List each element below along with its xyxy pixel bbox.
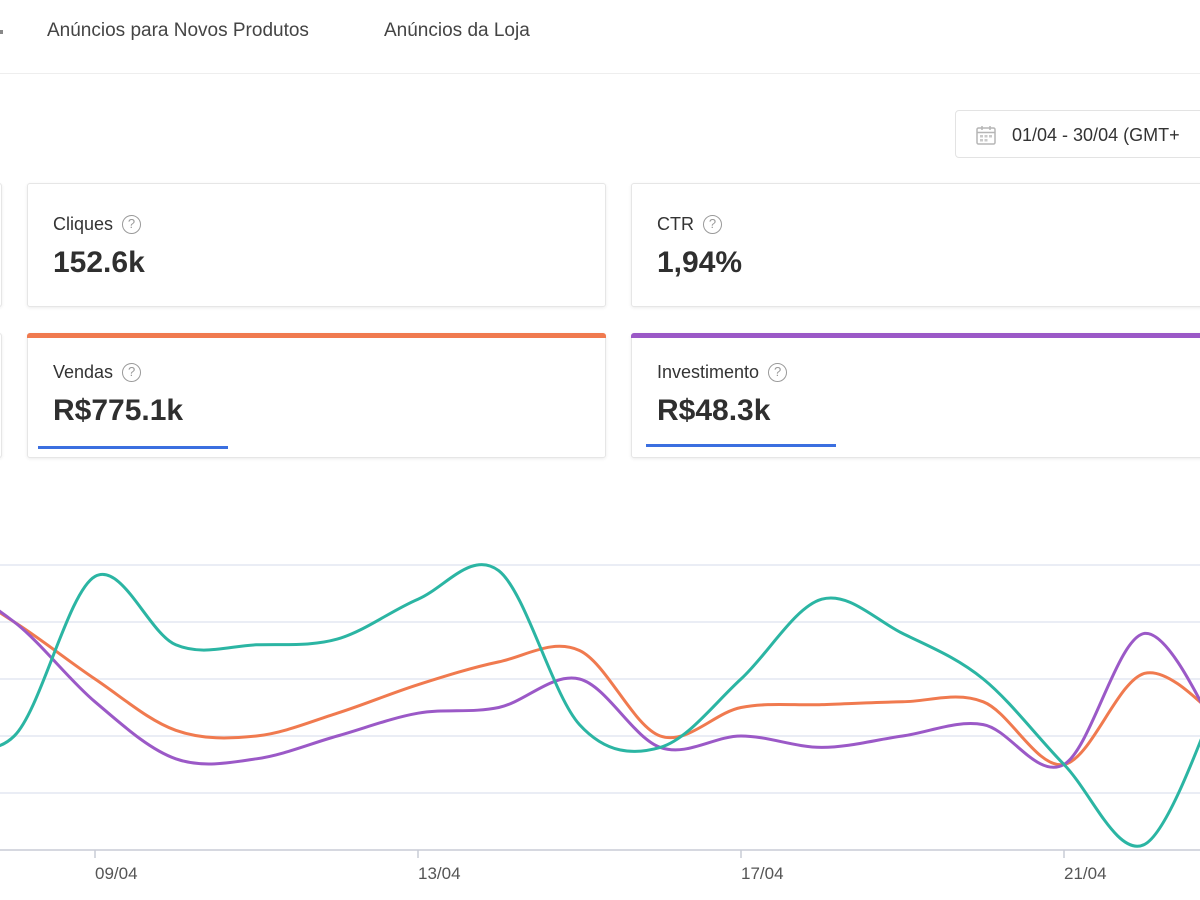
date-range-picker[interactable]: 01/04 - 30/04 (GMT+ bbox=[955, 110, 1200, 158]
series-line-3 bbox=[0, 563, 1200, 848]
x-tick-label: 21/04 bbox=[1064, 864, 1107, 883]
value-highlight-underline bbox=[646, 444, 836, 447]
previous-tab-edge[interactable] bbox=[0, 30, 3, 34]
calendar-icon bbox=[976, 126, 996, 145]
x-tick-label: 13/04 bbox=[418, 864, 461, 883]
metric-label-investimento: Investimento ? bbox=[657, 362, 788, 383]
metric-value-vendas: R$775.1k bbox=[53, 394, 184, 427]
metric-label-vendas: Vendas ? bbox=[53, 362, 142, 383]
tab-store-ads[interactable]: Anúncios da Loja bbox=[384, 20, 530, 41]
metric-label-cliques: Cliques ? bbox=[53, 214, 142, 235]
series-line-1 bbox=[0, 610, 1200, 767]
metric-label-text: CTR bbox=[657, 214, 694, 234]
metric-label-text: Cliques bbox=[53, 214, 114, 234]
help-icon[interactable]: ? bbox=[122, 215, 142, 234]
metric-accent-bar bbox=[631, 333, 1200, 338]
series-line-2 bbox=[0, 609, 1200, 769]
date-range-text: 01/04 - 30/04 (GMT+ bbox=[1012, 125, 1180, 145]
metric-label-ctr: CTR ? bbox=[657, 214, 722, 235]
performance-line-chart: 09/04 13/04 17/04 21/04 bbox=[0, 563, 1200, 883]
value-highlight-underline bbox=[38, 446, 228, 449]
metric-card-ctr[interactable]: CTR ? 1,94% bbox=[631, 183, 1200, 307]
metric-accent-bar bbox=[27, 333, 606, 338]
metric-card-vendas[interactable]: Vendas ? R$775.1k bbox=[27, 333, 606, 458]
metric-value-ctr: 1,94% bbox=[657, 246, 743, 279]
metric-card-partial[interactable] bbox=[0, 333, 2, 458]
help-icon[interactable]: ? bbox=[122, 363, 142, 382]
metric-card-partial[interactable] bbox=[0, 183, 2, 307]
metric-card-cliques[interactable]: Cliques ? 152.6k bbox=[27, 183, 606, 307]
metric-label-text: Investimento bbox=[657, 362, 760, 382]
metric-value-investimento: R$48.3k bbox=[657, 394, 771, 427]
metric-card-investimento[interactable]: Investimento ? R$48.3k bbox=[631, 333, 1200, 458]
x-tick-label: 17/04 bbox=[741, 864, 784, 883]
tab-new-products-ads[interactable]: Anúncios para Novos Produtos bbox=[47, 20, 309, 41]
metric-value-cliques: 152.6k bbox=[53, 246, 145, 279]
ads-tabs: Anúncios para Novos Produtos Anúncios da… bbox=[0, 0, 1200, 74]
help-icon[interactable]: ? bbox=[768, 363, 788, 382]
metric-label-text: Vendas bbox=[53, 362, 114, 382]
x-tick-label: 09/04 bbox=[95, 864, 138, 883]
help-icon[interactable]: ? bbox=[703, 215, 722, 234]
